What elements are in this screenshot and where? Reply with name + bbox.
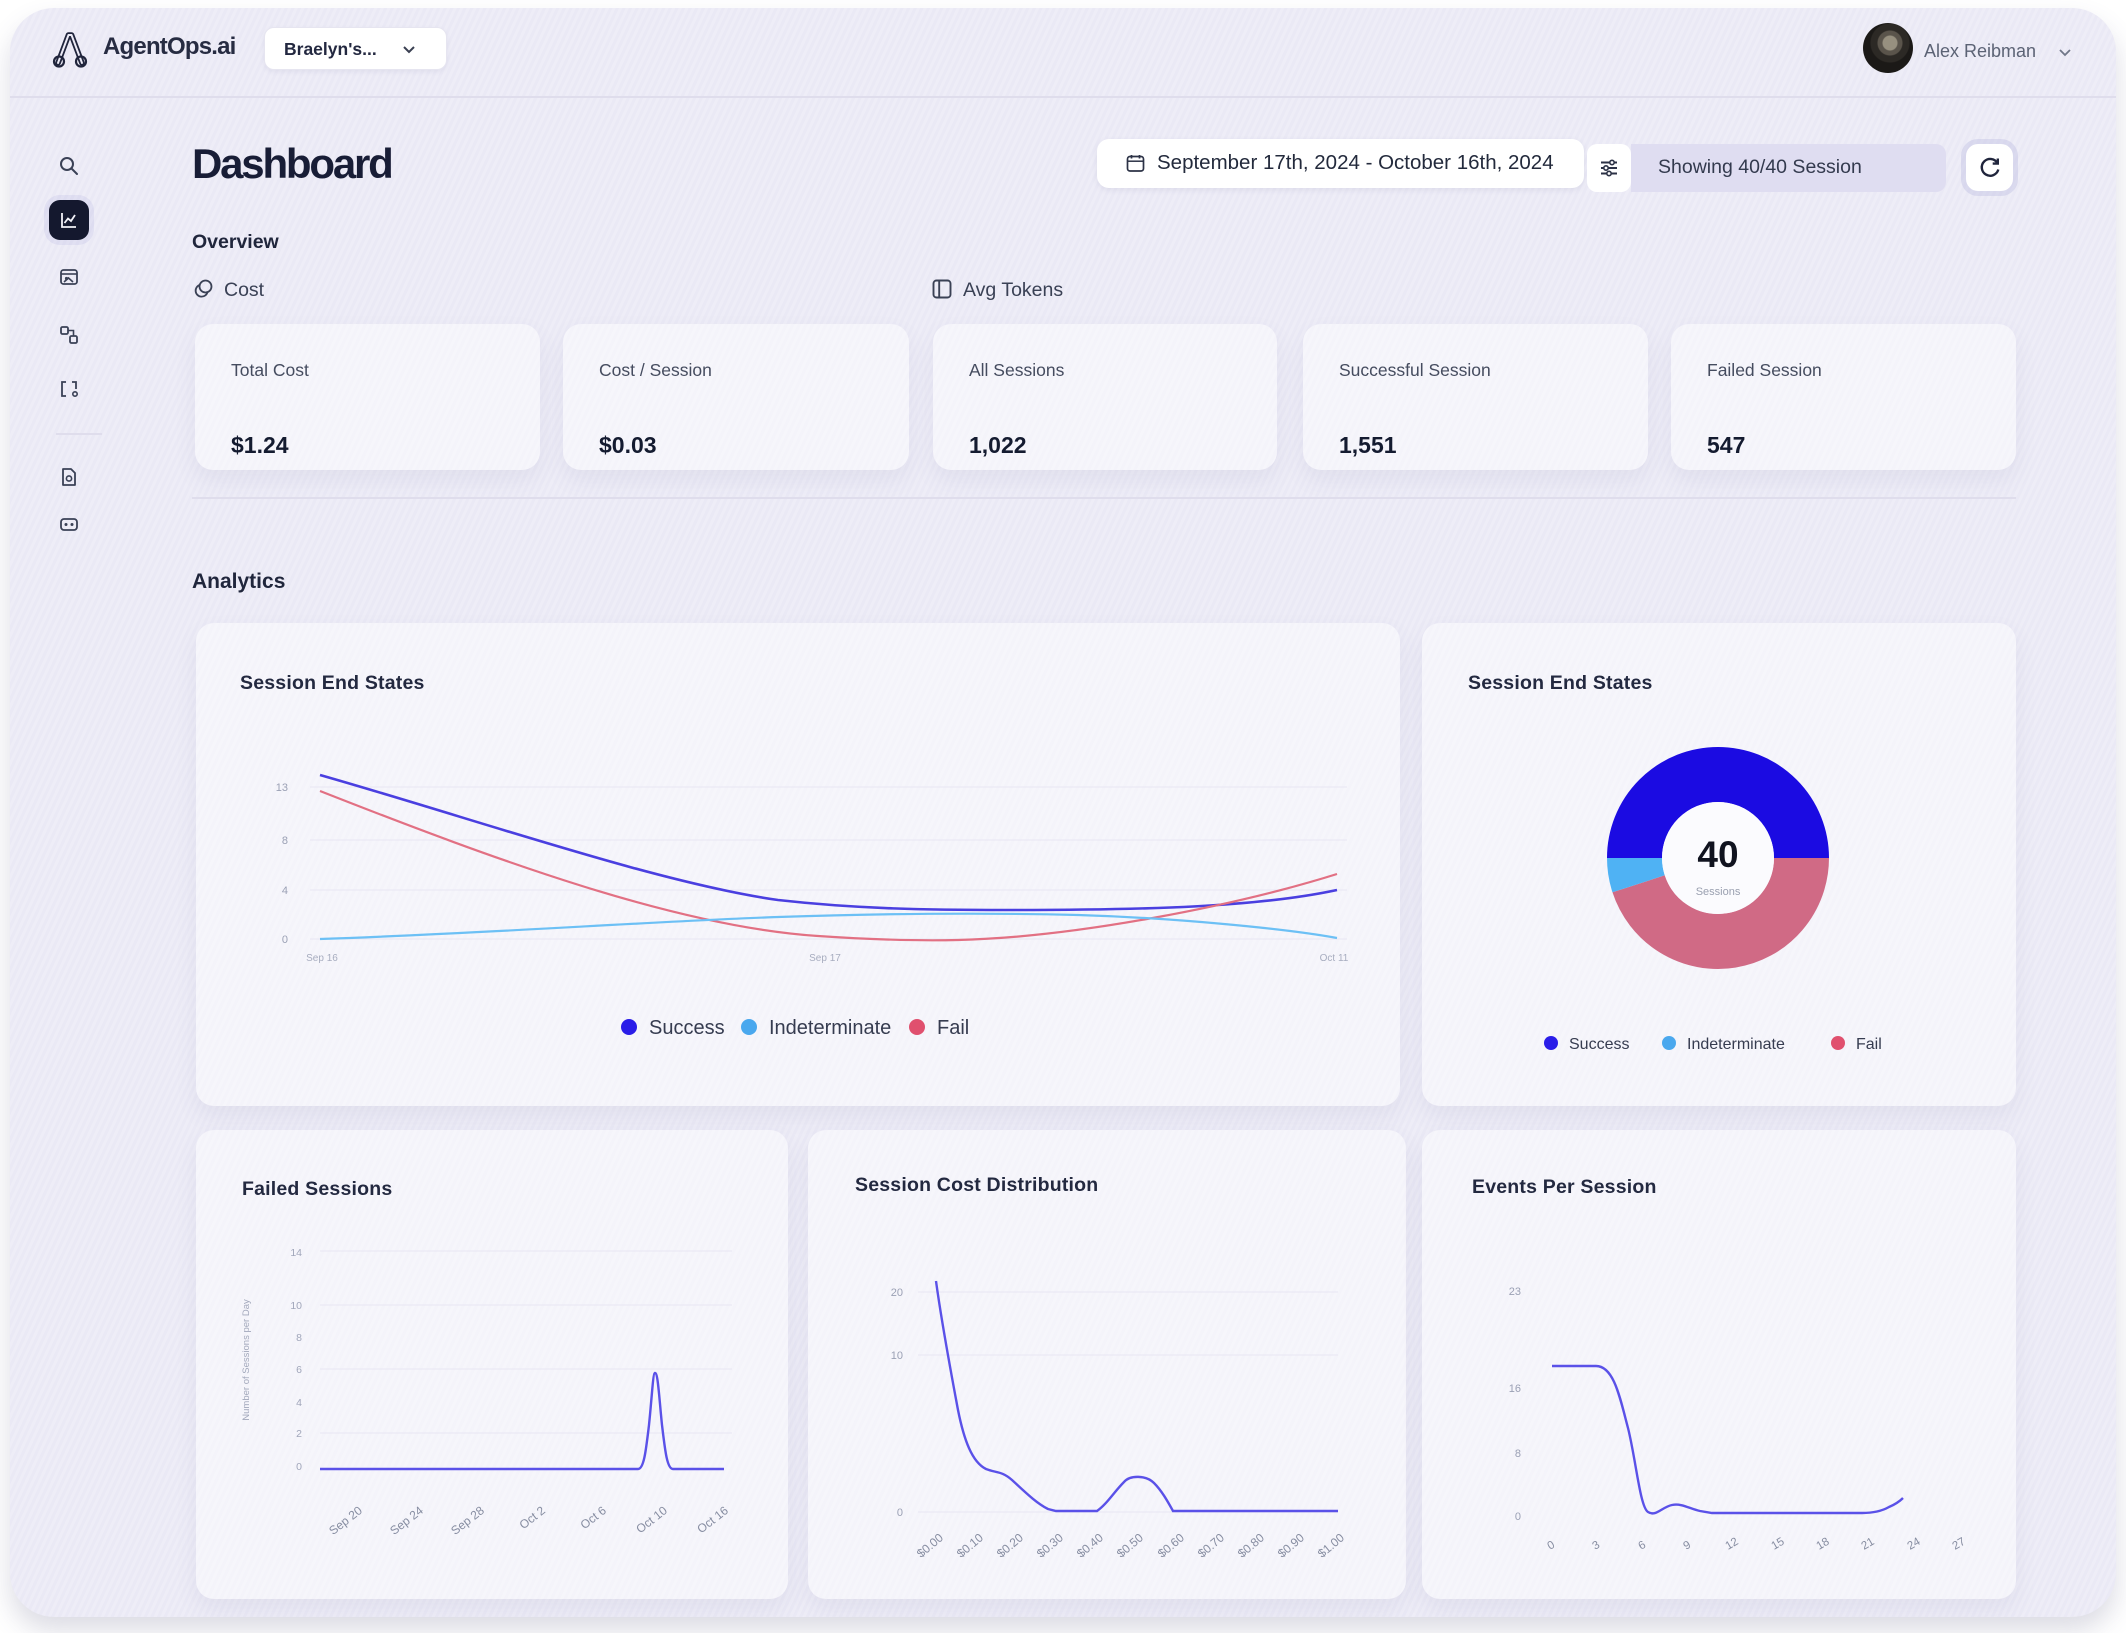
svg-text:10: 10: [891, 1350, 903, 1362]
svg-text:Indeterminate: Indeterminate: [769, 1017, 891, 1039]
svg-text:$1.00: $1.00: [1315, 1530, 1347, 1560]
svg-text:8: 8: [282, 835, 288, 847]
svg-text:Indeterminate: Indeterminate: [1687, 1036, 1785, 1053]
svg-text:21: 21: [1860, 1536, 1877, 1553]
svg-text:3: 3: [1591, 1539, 1603, 1553]
svg-text:Sep 24: Sep 24: [387, 1503, 426, 1538]
svg-text:13: 13: [276, 782, 288, 794]
svg-text:12: 12: [1724, 1536, 1741, 1553]
svg-text:Sep 17: Sep 17: [809, 953, 841, 964]
svg-text:6: 6: [1637, 1539, 1649, 1553]
svg-text:Fail: Fail: [1856, 1036, 1882, 1053]
svg-text:Oct 10: Oct 10: [633, 1503, 670, 1536]
svg-text:$0.90: $0.90: [1275, 1530, 1307, 1560]
svg-text:0: 0: [296, 1461, 302, 1473]
svg-text:9: 9: [1682, 1539, 1694, 1553]
svg-text:14: 14: [290, 1247, 302, 1259]
svg-text:$0.80: $0.80: [1235, 1530, 1267, 1560]
svg-text:Sessions: Sessions: [1696, 886, 1741, 898]
svg-text:Sep 20: Sep 20: [326, 1503, 365, 1538]
svg-text:4: 4: [282, 885, 288, 897]
svg-text:8: 8: [1515, 1448, 1521, 1460]
svg-text:$0.40: $0.40: [1074, 1530, 1106, 1560]
svg-text:15: 15: [1770, 1536, 1787, 1553]
svg-text:6: 6: [296, 1364, 302, 1376]
svg-text:40: 40: [1697, 834, 1738, 875]
svg-text:Number of Sessions per Day: Number of Sessions per Day: [241, 1299, 252, 1421]
svg-text:24: 24: [1906, 1536, 1924, 1553]
svg-text:0: 0: [1546, 1539, 1558, 1553]
svg-text:10: 10: [290, 1300, 302, 1312]
svg-text:Sep 28: Sep 28: [448, 1503, 487, 1538]
svg-text:4: 4: [296, 1397, 302, 1409]
svg-text:Fail: Fail: [937, 1017, 969, 1039]
svg-text:8: 8: [296, 1332, 302, 1344]
svg-text:16: 16: [1509, 1383, 1521, 1395]
svg-text:Sep 16: Sep 16: [306, 953, 338, 964]
svg-text:$0.60: $0.60: [1155, 1530, 1187, 1560]
svg-text:Success: Success: [1569, 1036, 1629, 1053]
svg-text:$0.00: $0.00: [914, 1530, 946, 1560]
svg-text:Oct 11: Oct 11: [1320, 953, 1349, 964]
svg-text:$0.20: $0.20: [994, 1530, 1026, 1560]
svg-text:Oct 2: Oct 2: [517, 1503, 548, 1532]
svg-text:Oct 6: Oct 6: [578, 1503, 609, 1532]
svg-text:$0.10: $0.10: [954, 1530, 986, 1560]
svg-text:0: 0: [1515, 1511, 1521, 1523]
svg-text:2: 2: [296, 1428, 302, 1440]
svg-text:Success: Success: [649, 1017, 725, 1039]
svg-text:20: 20: [891, 1287, 903, 1299]
svg-text:0: 0: [897, 1507, 903, 1519]
svg-text:Oct 16: Oct 16: [694, 1503, 731, 1536]
svg-text:27: 27: [1951, 1536, 1968, 1553]
svg-text:$0.70: $0.70: [1195, 1530, 1227, 1560]
svg-text:0: 0: [282, 934, 288, 946]
svg-text:$0.30: $0.30: [1034, 1530, 1066, 1560]
svg-text:$0.50: $0.50: [1114, 1530, 1146, 1560]
svg-text:23: 23: [1509, 1286, 1521, 1298]
svg-text:18: 18: [1815, 1536, 1832, 1553]
